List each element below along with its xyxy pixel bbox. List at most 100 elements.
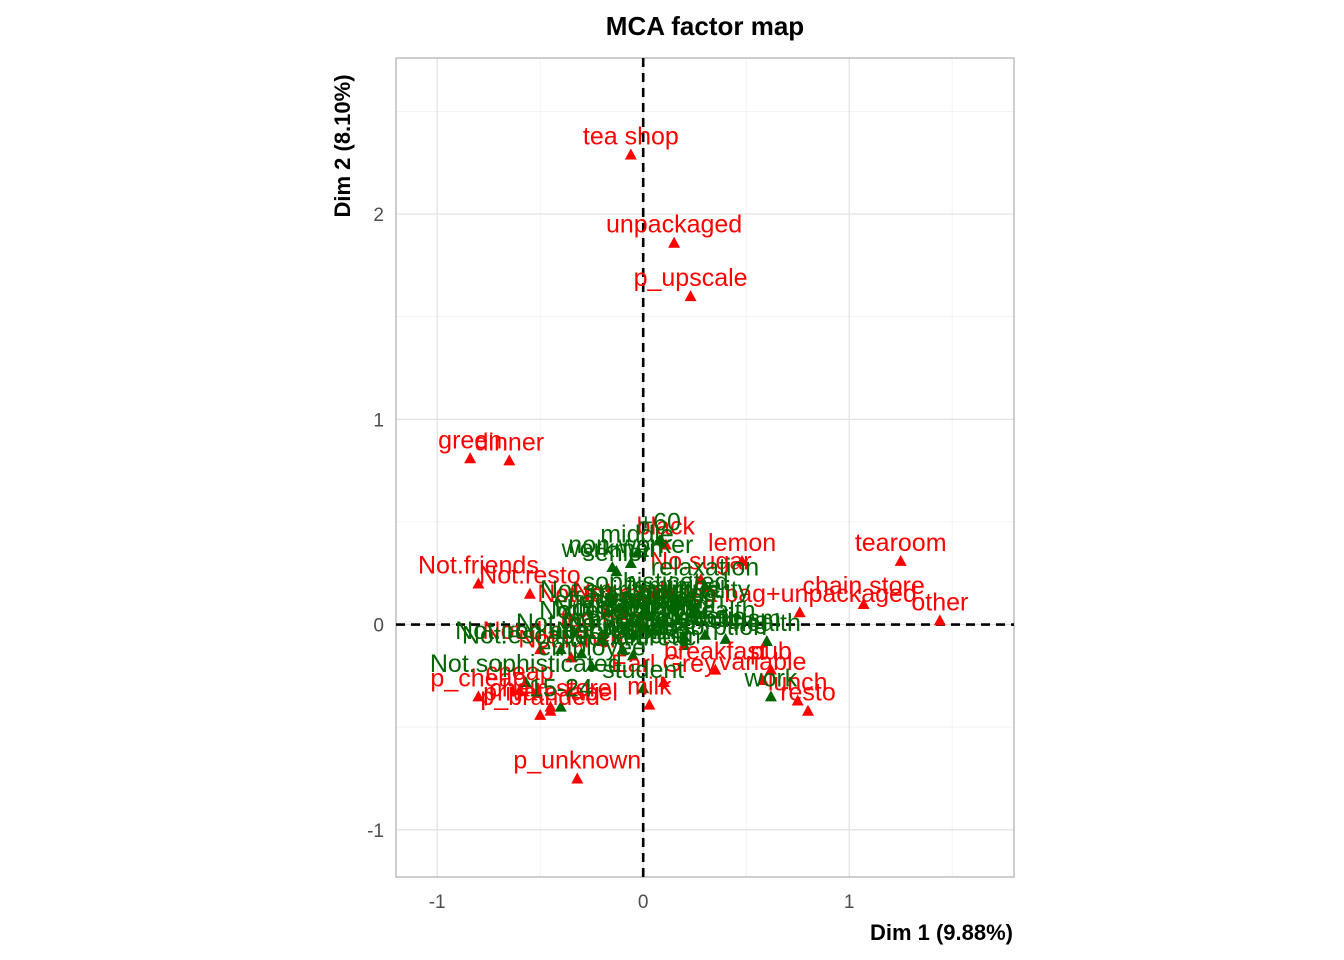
point-label: student <box>602 656 684 684</box>
point-label: sophisticated <box>583 568 729 596</box>
point-label: health <box>733 609 801 637</box>
point-marker <box>649 593 662 605</box>
point-marker <box>699 579 711 591</box>
point-label: Not.exciting <box>578 593 709 621</box>
point-label: middle <box>600 521 674 549</box>
point-label: spirituality <box>639 576 751 604</box>
point-label: other <box>911 588 968 616</box>
point-label: tea bag <box>560 605 643 633</box>
y-tick-label: -1 <box>367 821 384 842</box>
point-label: F <box>646 599 661 627</box>
point-marker <box>626 628 639 640</box>
point-label: Not.friendliness <box>516 609 688 637</box>
point-marker <box>857 598 870 609</box>
point-label: p_branded <box>480 683 600 711</box>
point-marker <box>760 634 773 646</box>
point-label: black <box>637 512 696 540</box>
y-tick-label: 0 <box>373 616 384 637</box>
point-label: private label <box>483 679 618 707</box>
point-marker <box>659 538 672 550</box>
point-marker <box>756 673 769 685</box>
point-marker <box>764 663 777 675</box>
point-label: Not.tearoom <box>537 580 675 608</box>
point-marker <box>894 554 907 566</box>
point-label: breakfast <box>664 638 767 666</box>
chart-title: MCA factor map <box>606 11 804 41</box>
point-marker <box>626 649 639 661</box>
point-label: pub <box>750 638 792 666</box>
point-marker <box>624 148 637 160</box>
point-marker <box>565 651 578 663</box>
y-tick-label: 1 <box>373 410 384 431</box>
point-label: Not.feminine <box>563 603 703 631</box>
point-label: employee <box>537 634 645 662</box>
point-marker <box>684 290 697 302</box>
point-label: non-worker <box>568 531 693 559</box>
point-label: Not.iron absorption <box>455 617 666 645</box>
x-tick-label: 1 <box>844 892 855 913</box>
point-label: unpackaged <box>606 211 742 239</box>
point-label: senior <box>582 539 650 567</box>
point-marker <box>503 454 516 466</box>
point-label: tearoom <box>855 529 947 557</box>
point-marker <box>678 639 691 651</box>
point-label: Not.spirituality <box>540 576 697 604</box>
point-marker <box>764 690 777 702</box>
point-marker <box>519 676 532 687</box>
point-label: variable <box>719 648 807 676</box>
point-marker <box>643 698 656 710</box>
point-label: p_upscale <box>634 264 748 292</box>
point-label: escape-exoticism <box>588 605 781 633</box>
point-label: exciting <box>683 607 768 635</box>
point-label: diuretic <box>665 603 746 631</box>
point-marker <box>657 676 670 687</box>
point-label: dinner <box>475 428 545 456</box>
point-marker <box>534 643 547 655</box>
point-label: lemon <box>708 529 776 557</box>
point-label: iron absorption <box>602 613 767 641</box>
point-marker <box>668 236 681 248</box>
point-label: p_unknown <box>513 746 641 774</box>
point-label: Not.dinner <box>483 617 598 645</box>
point-marker <box>709 663 722 675</box>
point-label: workman <box>561 535 663 563</box>
point-marker <box>633 612 646 624</box>
point-label: Not.resto <box>479 562 580 590</box>
point-label: feminine <box>627 572 722 600</box>
x-axis-title: Dim 1 (9.88%) <box>870 920 1013 945</box>
point-marker <box>637 682 650 694</box>
point-marker <box>472 577 485 589</box>
point-marker <box>472 690 485 702</box>
point-marker <box>513 684 526 696</box>
point-label: green <box>438 426 502 454</box>
point-marker <box>612 602 625 614</box>
plot-panel <box>395 57 1015 878</box>
point-label: 15-24 <box>529 675 593 703</box>
x-tick-label: 0 <box>638 892 649 913</box>
point-marker <box>523 587 536 599</box>
point-label: tea shop <box>583 122 679 150</box>
point-label: Not.sophisticated <box>430 650 622 678</box>
point-marker <box>575 647 588 659</box>
point-marker <box>585 659 598 671</box>
point-marker <box>802 704 814 716</box>
point-marker <box>544 704 557 716</box>
y-tick-label: 2 <box>373 205 384 226</box>
point-label: Not.relaxing <box>556 617 689 645</box>
point-label: friendliness <box>588 584 714 612</box>
point-label: lunch <box>768 668 828 696</box>
point-marker <box>653 616 666 628</box>
point-label: healthy <box>623 588 704 616</box>
point-label: slimming <box>610 590 709 618</box>
point-label: Not.slimming <box>554 595 698 623</box>
point-label: resto <box>780 679 836 707</box>
point-label: +60 <box>638 508 680 536</box>
x-tick-label: -1 <box>429 892 446 913</box>
point-label: Not.diuretic <box>570 623 696 651</box>
point-marker <box>600 606 613 618</box>
point-label: M <box>620 588 641 616</box>
